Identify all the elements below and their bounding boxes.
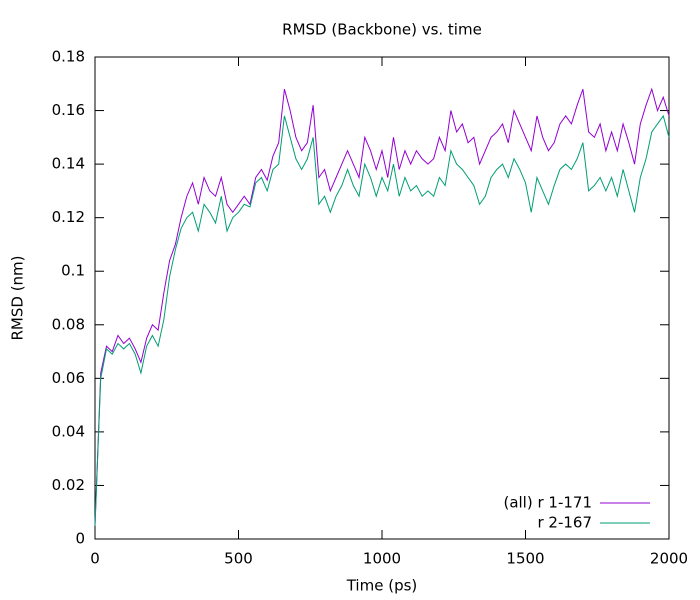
y-tick-label: 0.04 <box>52 422 85 440</box>
series-line <box>94 114 670 526</box>
x-tick-label: 500 <box>224 550 253 568</box>
chart-title: RMSD (Backbone) vs. time <box>282 21 482 39</box>
y-tick-label: 0.02 <box>52 476 85 494</box>
y-axis-label: RMSD (nm) <box>9 255 27 340</box>
y-tick-label: 0.14 <box>52 155 85 173</box>
y-tick-label: 0.12 <box>52 208 85 226</box>
y-tick-label: 0.18 <box>52 48 85 66</box>
x-tick-label: 1000 <box>363 550 401 568</box>
x-tick-label: 0 <box>90 550 100 568</box>
y-tick-label: 0 <box>75 530 85 548</box>
y-tick-label: 0.16 <box>52 101 85 119</box>
series-line <box>94 87 670 526</box>
legend-label: r 2-167 <box>537 514 592 532</box>
plot-frame <box>94 56 670 540</box>
x-axis-label: Time (ps) <box>346 577 418 595</box>
y-tick-label: 0.06 <box>52 369 85 387</box>
x-tick-label: 1500 <box>506 550 544 568</box>
legend-label: (all) r 1-171 <box>503 494 592 512</box>
y-tick-label: 0.1 <box>61 262 85 280</box>
y-tick-label: 0.08 <box>52 315 85 333</box>
x-tick-label: 2000 <box>650 550 688 568</box>
